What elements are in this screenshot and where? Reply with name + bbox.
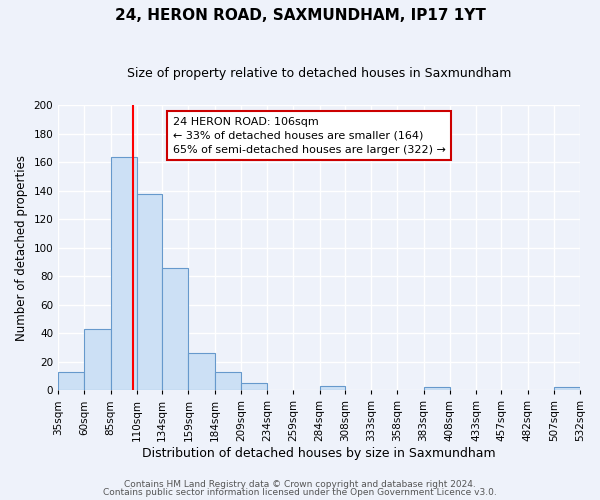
Bar (241, 383, 267, 390)
Title: Size of property relative to detached houses in Saxmundham: Size of property relative to detached ho… (127, 68, 511, 80)
Bar (554, 388, 580, 390)
Text: Contains HM Land Registry data © Crown copyright and database right 2024.: Contains HM Land Registry data © Crown c… (124, 480, 476, 489)
Bar (188, 353, 215, 391)
Bar (215, 372, 241, 390)
Y-axis label: Number of detached properties: Number of detached properties (15, 155, 28, 341)
Bar (162, 268, 188, 390)
Text: Contains public sector information licensed under the Open Government Licence v3: Contains public sector information licen… (103, 488, 497, 497)
X-axis label: Distribution of detached houses by size in Saxmundham: Distribution of detached houses by size … (142, 447, 496, 460)
Bar (424, 388, 450, 390)
Bar (110, 156, 137, 390)
Bar (85, 329, 110, 390)
Text: 24, HERON ROAD, SAXMUNDHAM, IP17 1YT: 24, HERON ROAD, SAXMUNDHAM, IP17 1YT (115, 8, 485, 22)
Bar (58, 372, 85, 390)
Bar (137, 194, 162, 390)
Bar (320, 386, 345, 390)
Text: 24 HERON ROAD: 106sqm
← 33% of detached houses are smaller (164)
65% of semi-det: 24 HERON ROAD: 106sqm ← 33% of detached … (173, 116, 446, 154)
